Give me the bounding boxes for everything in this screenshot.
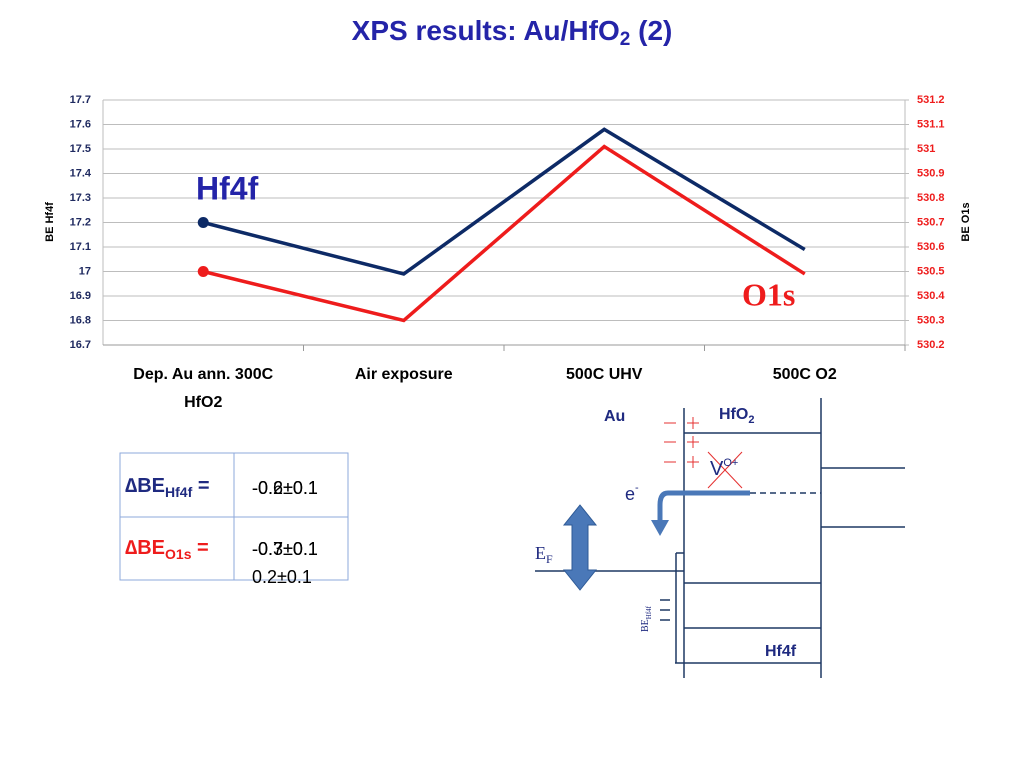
y-axis-label: BE Hf4f (44, 202, 56, 242)
au-label: Au (604, 408, 625, 425)
cell: -0.6±0.1 (252, 478, 318, 498)
row-label: ∆BEO1s = (125, 537, 209, 561)
charges (664, 417, 743, 489)
vo-sup: O+ (723, 457, 738, 469)
title-main: XPS results: Au/HfO (352, 15, 620, 46)
y2-tick-label: 530.4 (917, 290, 945, 302)
y-tick-label: 17.7 (70, 94, 91, 106)
marker (197, 266, 209, 277)
title-sub: 2 (620, 29, 631, 50)
y2-tick-label: 530.6 (917, 241, 945, 253)
label-sub: O1s (165, 546, 192, 562)
y-tick-label: 16.8 (70, 314, 91, 326)
label: ∆BE (125, 537, 165, 559)
y2-tick-label: 530.8 (917, 192, 945, 204)
y-tick-label: 17.5 (70, 143, 91, 155)
y-tick-label: 16.9 (70, 290, 91, 302)
band-diagram: Au HfO2 VO+ e- EF BEHf4f Hf4f (535, 398, 905, 678)
cell: -0.3±0.1 (252, 539, 318, 559)
label-sub: Hf4f (165, 484, 193, 500)
label-eq: = (192, 475, 209, 497)
y2-tick-label: 531.1 (917, 118, 945, 130)
hfo: HfO (719, 406, 748, 423)
table: ∆BEHf4f = ∆BEO1s = -0.6±0.1 -0.2±0.1 -0.… (119, 452, 349, 587)
y-tick-label: 17.4 (70, 167, 92, 179)
title: XPS results: Au/HfO2 (2) (352, 15, 673, 50)
y-tick-label: 17.6 (70, 118, 91, 130)
x-tick-label: Air exposure (355, 366, 453, 383)
bracket (660, 552, 684, 663)
plot: 16.7 16.8 16.9 17 17.1 17.2 17.3 17.4 17.5 17.6 17… (70, 94, 946, 411)
electron-arrow (657, 490, 750, 522)
series-line (202, 127, 806, 276)
label: ∆BE (125, 475, 165, 497)
y-tick-label: 17.2 (70, 216, 91, 228)
ef-sub: F (546, 552, 553, 566)
series-line (202, 144, 806, 323)
arrow-head (651, 520, 669, 536)
y2-tick-label: 530.2 (917, 339, 945, 351)
y2-tick-label: 530.5 (917, 265, 945, 277)
y-tick-label: 16.7 (70, 339, 91, 351)
cell: -0.7±0.1 (252, 539, 318, 559)
hf4f-label: Hf4f (765, 643, 797, 660)
y-tick-label: 17.1 (70, 241, 91, 253)
y2-tick-label: 530.9 (917, 167, 945, 179)
y2-tick-label: 531.2 (917, 94, 945, 106)
double-arrow (562, 504, 598, 591)
hfo-sub: 2 (748, 414, 754, 426)
hfo-label: HfO2 (719, 406, 754, 426)
be-sub: Hf4f (645, 605, 653, 619)
be-label: BEHf4f (640, 605, 652, 632)
y2-tick-label: 531 (917, 143, 935, 155)
ef-label: EF (535, 543, 553, 566)
x-tick-label: Dep. Au ann. 300C HfO2 (133, 366, 273, 411)
y-tick-label: 17 (79, 265, 91, 277)
y2-axis-label: BE O1s (960, 202, 972, 241)
cell: 0.2±0.1 (252, 567, 312, 587)
y2-tick-label: 530.3 (917, 314, 945, 326)
vo: V (710, 458, 724, 480)
series-name: O1s (742, 276, 795, 312)
y-tick-label: 17.3 (70, 192, 91, 204)
e-sup: - (635, 482, 639, 494)
label-eq: = (192, 537, 209, 559)
title-end: (2) (630, 15, 672, 46)
e-label: e- (625, 482, 639, 504)
row-label: ∆BEHf4f = (125, 475, 210, 499)
y2-tick-label: 530.7 (917, 216, 945, 228)
ef: E (535, 543, 546, 563)
x-tick-label: 500C O2 (773, 366, 837, 383)
be: BE (640, 619, 651, 632)
vo-label: VO+ (710, 457, 738, 480)
e: e (625, 484, 635, 504)
series-name: Hf4f (196, 170, 259, 206)
cell: -0.2±0.1 (252, 478, 318, 498)
marker (197, 217, 209, 228)
x-tick-label: 500C UHV (566, 366, 643, 383)
